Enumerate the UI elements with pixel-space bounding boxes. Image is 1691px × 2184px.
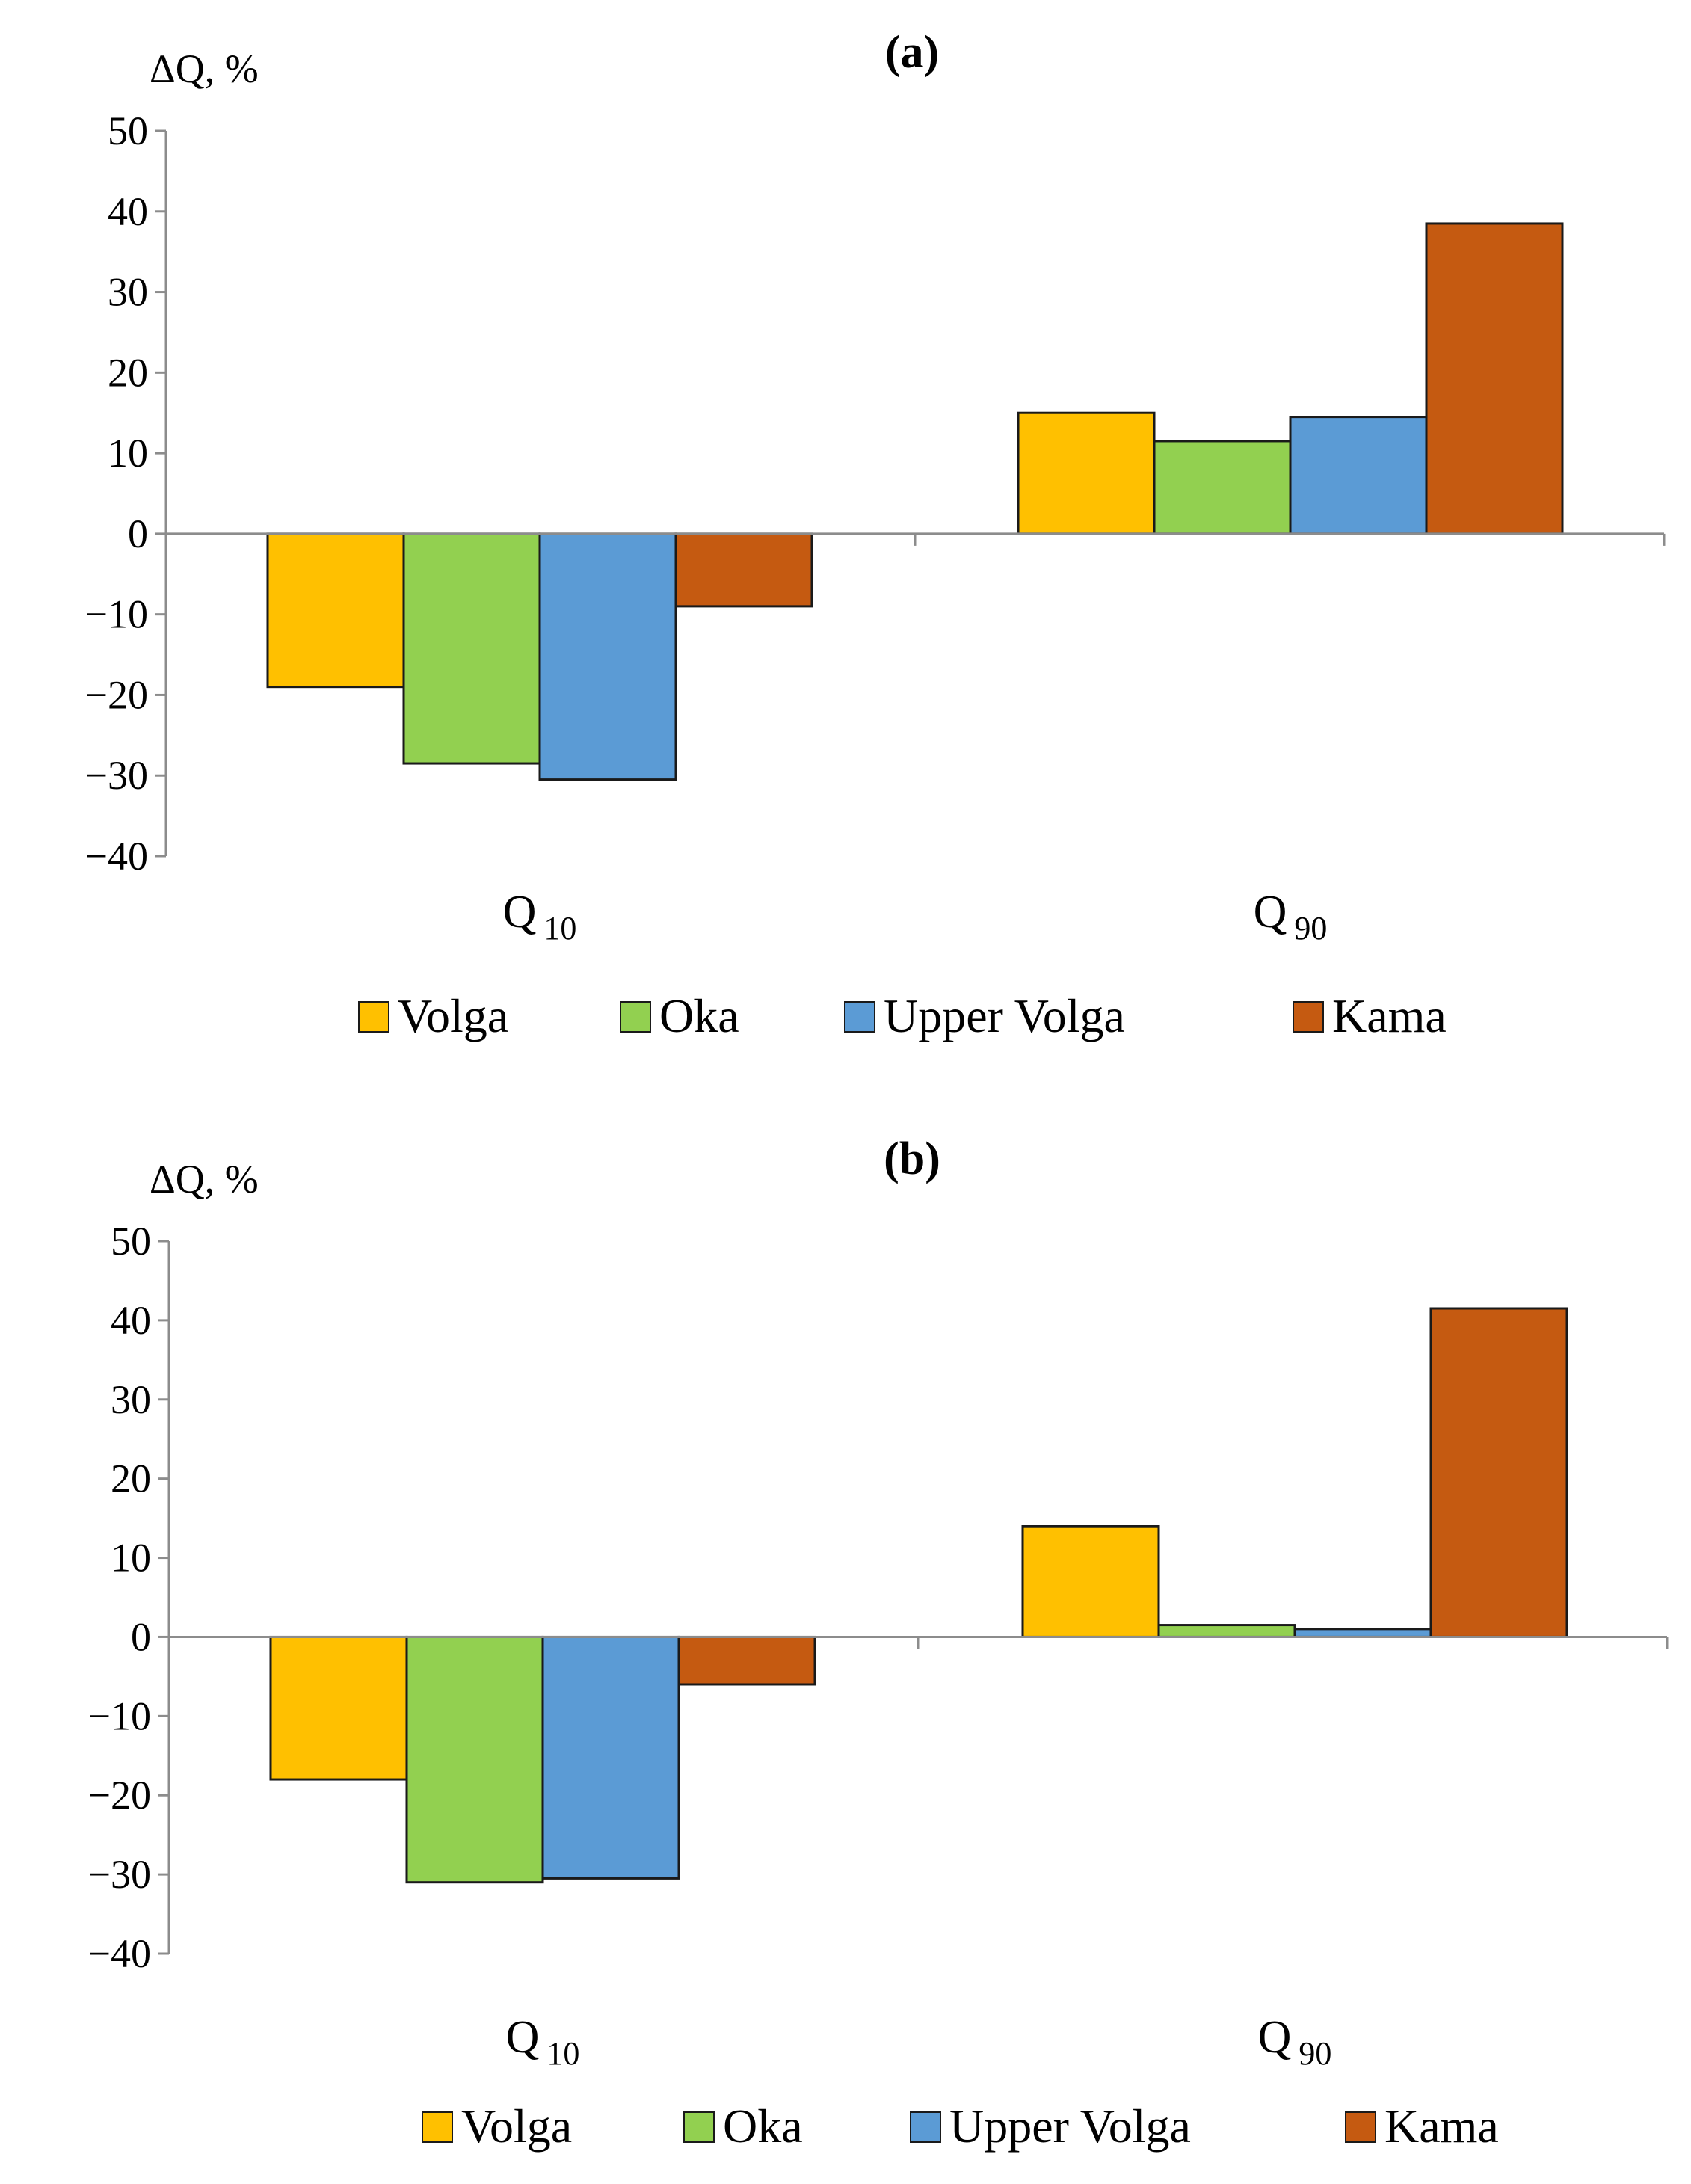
chart-title: (a) bbox=[885, 27, 939, 78]
y-tick-label: −10 bbox=[85, 592, 148, 637]
y-tick-label: 30 bbox=[111, 1377, 151, 1422]
y-tick-label: 10 bbox=[111, 1536, 151, 1581]
y-tick-label: 20 bbox=[111, 1456, 151, 1501]
bar-kama-q90 bbox=[1425, 222, 1564, 535]
bar-upper-volga-q10 bbox=[541, 1635, 680, 1880]
y-tick-label: 30 bbox=[108, 270, 148, 315]
y-tick-label: −10 bbox=[88, 1694, 151, 1738]
chart-panel-b: (b) ΔQ, % 50 40 30 20 10 0 −10 −20 −30 −40 Q 10 Q 90 Vol… bbox=[88, 1133, 1669, 2153]
legend-label-oka: Oka bbox=[723, 2100, 803, 2153]
bar-oka-q10 bbox=[402, 532, 541, 765]
bar-upper-volga-q10 bbox=[538, 532, 677, 781]
bar-volga-q90 bbox=[1021, 1525, 1160, 1638]
legend-swatch-upper-volga bbox=[910, 2111, 941, 2143]
y-tick-label: 40 bbox=[108, 189, 148, 234]
y-tick-label: 0 bbox=[131, 1614, 151, 1659]
legend-swatch-oka bbox=[683, 2111, 715, 2143]
chart-title: (b) bbox=[884, 1133, 940, 1184]
y-tick-label: 50 bbox=[111, 1219, 151, 1264]
y-axis-label: ΔQ, % bbox=[150, 1157, 259, 1202]
y-tick-label: 40 bbox=[111, 1298, 151, 1343]
legend-label-kama: Kama bbox=[1332, 989, 1447, 1042]
legend: Volga Oka Upper Volga Kama bbox=[422, 2100, 1499, 2153]
category-label-q10: Q 10 bbox=[503, 887, 577, 947]
bar-volga-q90 bbox=[1017, 411, 1156, 535]
y-tick-label: −30 bbox=[88, 1852, 151, 1897]
y-tick-label: −40 bbox=[88, 1931, 151, 1976]
bar-kama-q10 bbox=[677, 1635, 816, 1686]
legend-label-upper-volga: Upper Volga bbox=[884, 989, 1125, 1042]
legend: Volga Oka Upper Volga Kama bbox=[358, 989, 1447, 1042]
category-label-q90: Q 90 bbox=[1258, 2012, 1332, 2072]
bar-kama-q10 bbox=[674, 532, 813, 608]
y-tick-label: −20 bbox=[88, 1773, 151, 1818]
bar-oka-q90 bbox=[1157, 1624, 1296, 1638]
y-tick-label: 0 bbox=[128, 511, 148, 556]
bar-upper-volga-q90 bbox=[1289, 416, 1428, 535]
y-axis-label: ΔQ, % bbox=[150, 46, 259, 91]
legend-label-volga: Volga bbox=[461, 2100, 572, 2153]
y-tick-label: 50 bbox=[108, 108, 148, 153]
y-tick-label: 10 bbox=[108, 431, 148, 476]
legend-label-oka: Oka bbox=[659, 989, 739, 1042]
bar-oka-q90 bbox=[1153, 440, 1292, 535]
legend-swatch-volga bbox=[358, 1001, 389, 1033]
bar-upper-volga-q90 bbox=[1293, 1628, 1432, 1638]
y-tick-label: −40 bbox=[85, 834, 148, 879]
legend-swatch-oka bbox=[620, 1001, 651, 1033]
bar-volga-q10 bbox=[266, 532, 405, 689]
legend-label-kama: Kama bbox=[1384, 2100, 1499, 2153]
bar-volga-q10 bbox=[269, 1635, 408, 1781]
y-tick-label: −30 bbox=[85, 753, 148, 798]
category-label-q90: Q 90 bbox=[1254, 887, 1328, 947]
legend-swatch-upper-volga bbox=[844, 1001, 875, 1033]
legend-swatch-kama bbox=[1345, 2111, 1376, 2143]
bar-oka-q10 bbox=[405, 1635, 544, 1884]
legend-swatch-kama bbox=[1293, 1001, 1324, 1033]
legend-label-volga: Volga bbox=[398, 989, 508, 1042]
chart-panel-a: (a) ΔQ, %50 40 30 20 10 0 −10 −20 −30 −40 Q 10 Q 90 Vol… bbox=[85, 27, 1666, 1042]
y-tick-label: −20 bbox=[85, 672, 148, 717]
legend-swatch-volga bbox=[422, 2111, 453, 2143]
legend-label-upper-volga: Upper Volga bbox=[949, 2100, 1191, 2153]
bar-kama-q90 bbox=[1429, 1307, 1568, 1638]
category-label-q10: Q 10 bbox=[506, 2012, 580, 2072]
y-tick-label: 20 bbox=[108, 350, 148, 395]
